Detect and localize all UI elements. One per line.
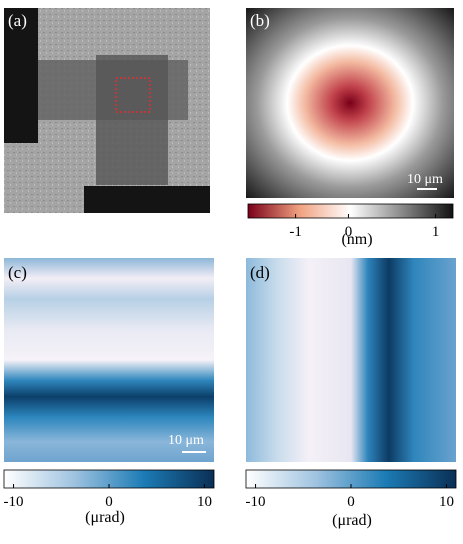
colorbar-tick-label: 0 [345,224,353,240]
colorbar-unit: (μrad) [85,509,125,526]
panel-label: (d) [250,263,270,282]
scalebar-label: 10 μm [407,172,443,187]
colorbar-tick-label: -10 [4,494,24,510]
colorbar-tick-label: 0 [105,494,113,510]
colorbar-unit: (nm) [341,231,372,248]
map-d [246,258,456,462]
colorbar-tick-label: 0 [347,494,355,510]
strip [96,55,168,185]
colorbar [247,203,454,219]
colorbar-unit: (μrad) [332,512,372,529]
roi [115,77,151,113]
pad [84,186,210,213]
colorbar-tick-label: 10 [439,494,454,510]
pad [4,8,38,143]
panel-label: (a) [8,11,27,30]
colorbar-tick-label: 1 [432,224,440,240]
height-map [246,8,454,198]
panel-label: (c) [8,263,27,282]
scalebar-label: 10 μm [168,433,204,448]
colorbar-tick-label: 10 [197,494,212,510]
map-c [4,258,214,462]
panel-label: (b) [250,11,270,30]
colorbar-tick-label: -10 [246,494,266,510]
colorbar-tick-label: -1 [289,224,302,240]
